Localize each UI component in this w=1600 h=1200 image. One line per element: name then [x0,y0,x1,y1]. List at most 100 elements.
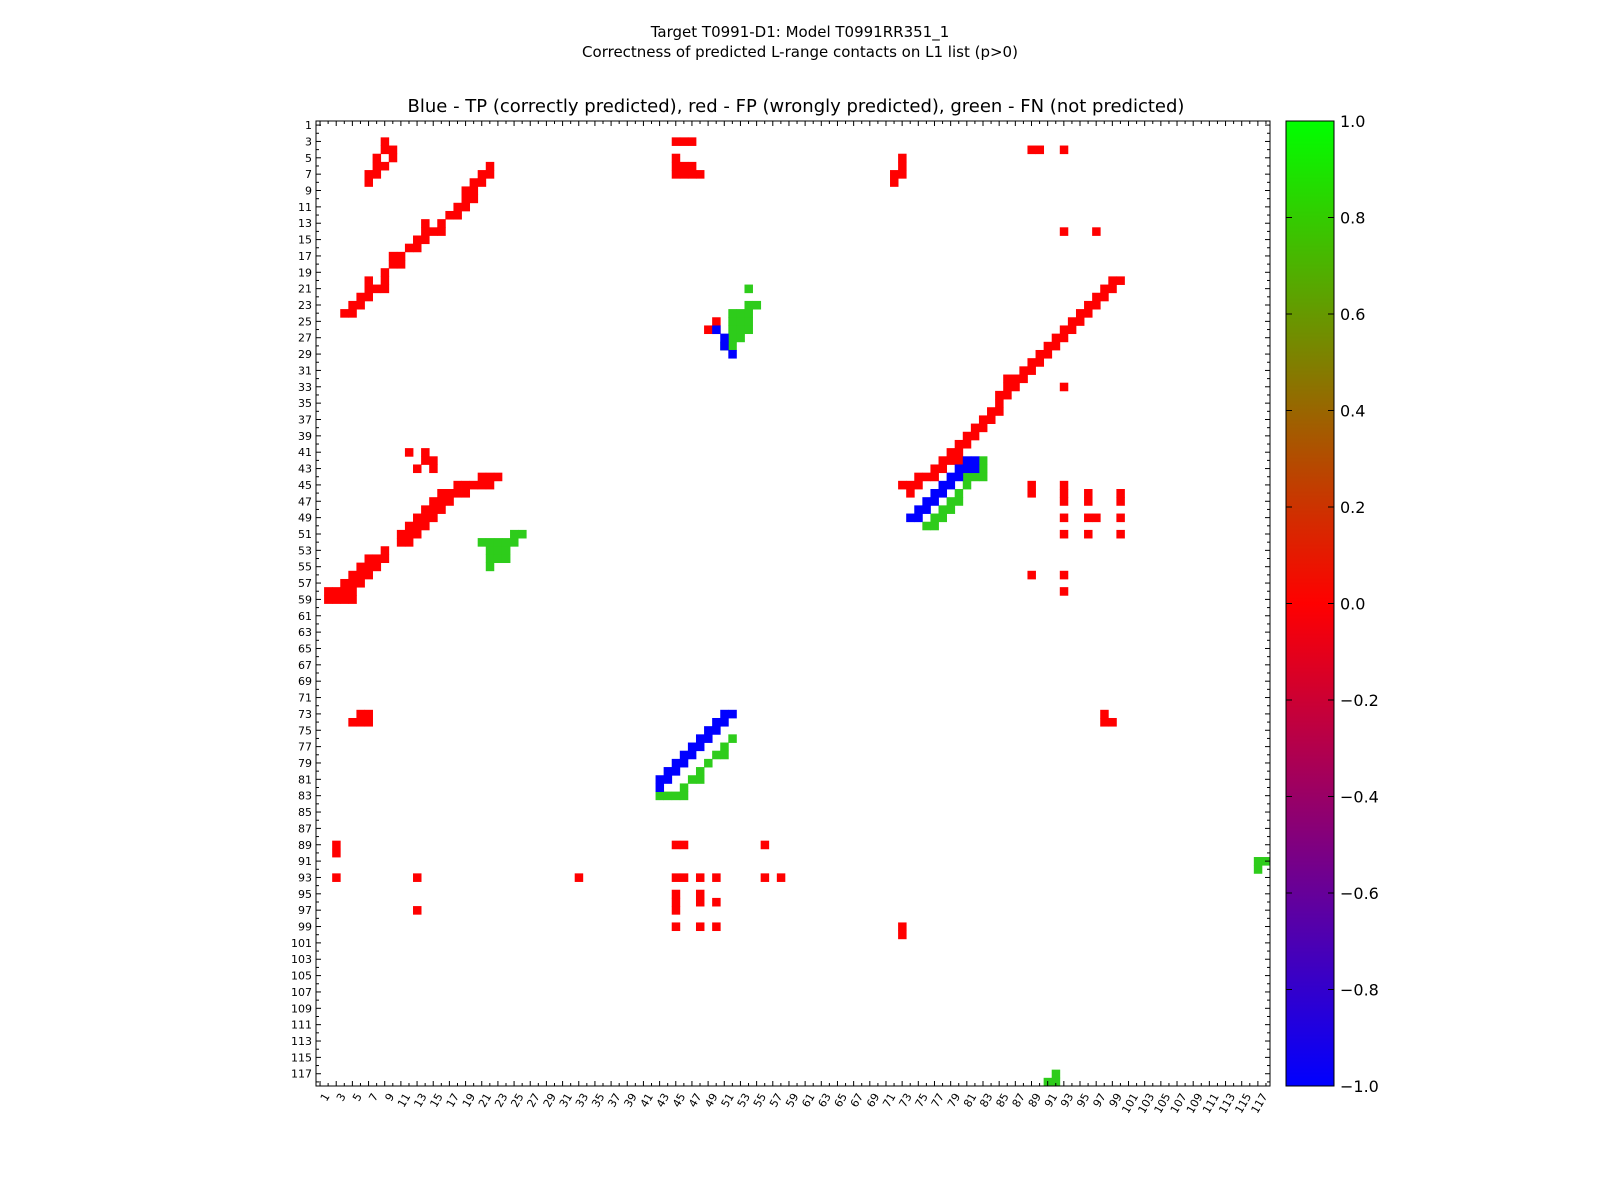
x-tick-label: 99 [1107,1091,1125,1110]
cell-fp [1003,374,1012,384]
cell-tp [906,513,915,523]
x-tick-label: 7 [366,1091,381,1104]
y-tick-label: 87 [298,822,312,835]
cell-fn [493,546,503,555]
x-tick-label: 27 [525,1091,543,1110]
cell-fp [485,480,495,490]
cell-tp [663,767,673,776]
cell-tp [671,758,681,768]
cell-fp [421,219,430,228]
y-tick-label: 73 [298,708,312,721]
cell-fp [477,472,487,482]
cell-fp [1116,497,1125,506]
cell-fp [348,578,357,588]
cell-fp [493,472,503,482]
cell-fp [1100,717,1109,727]
x-tick-label: 51 [719,1091,737,1110]
y-tick-label: 43 [298,463,312,476]
y-tick-label: 97 [298,904,312,917]
cell-fp [938,456,948,465]
x-tick-label: 65 [832,1091,850,1110]
y-tick-label: 85 [298,806,312,819]
x-tick-label: 31 [557,1091,575,1110]
cell-fp [332,595,341,604]
cell-fp [1116,276,1125,285]
colorbar-tick-label: −0.2 [1340,691,1379,710]
y-tick-label: 9 [305,185,312,198]
cell-fp [421,235,430,245]
cell-fp [906,489,915,498]
cell-fn [493,538,503,547]
cell-fp [461,489,471,498]
cell-fp [380,284,390,294]
cell-fp [348,587,357,596]
cell-fp [1059,227,1069,236]
cell-fp [712,873,721,882]
cell-fp [1059,382,1069,392]
x-tick-label: 41 [638,1091,656,1110]
cell-fp [1108,284,1117,294]
cell-fp [679,161,689,171]
cell-tp [712,717,721,727]
cell-fp [695,897,705,907]
y-tick-label: 59 [298,593,312,606]
cell-fp [372,170,382,179]
cell-tp [922,497,931,506]
cell-fp [760,873,770,882]
cell-fp [437,497,446,506]
y-tick-label: 29 [298,348,312,361]
cell-fp [898,153,907,163]
x-tick-label: 39 [622,1091,640,1110]
cell-fp [340,578,349,588]
cell-fp [695,170,705,179]
cell-fp [445,210,454,220]
cell-fp [671,922,681,932]
cell-fp [356,709,365,719]
cell-fp [437,227,446,236]
cell-fp [421,505,430,514]
cell-fp [356,300,365,310]
cell-fp [1092,292,1101,302]
cell-fn [1253,865,1263,874]
cell-fn [704,758,713,768]
cell-fp [1059,333,1069,343]
cell-fp [485,170,495,179]
cell-tp [704,734,713,743]
x-tick-label: 73 [896,1091,914,1110]
cell-fp [930,472,939,482]
cell-fp [1075,317,1085,326]
cell-fn [938,505,948,514]
cell-fp [388,153,398,163]
cell-fp [1092,227,1101,236]
cell-fp [356,717,365,727]
cell-fp [461,202,471,212]
x-tick-label: 17 [444,1091,462,1110]
cell-fp [704,325,713,335]
cell-fp [364,178,373,187]
cell-fn [510,538,519,547]
y-tick-label: 69 [298,675,312,688]
cell-fp [364,570,373,580]
x-tick-label: 23 [492,1091,510,1110]
cell-fp [364,554,373,564]
x-tick-label: 29 [541,1091,559,1110]
cell-fp [914,472,923,482]
cell-fp [1059,325,1069,335]
cell-tp [954,464,964,474]
cell-fn [1253,857,1263,866]
cell-fn [679,783,689,792]
cell-fp [413,906,422,915]
cell-fp [679,840,689,850]
cell-fn [485,546,495,555]
cell-fp [1067,325,1077,335]
y-tick-label: 65 [298,642,312,655]
cell-fp [348,717,357,727]
cell-fp [324,595,333,604]
cell-fp [1116,529,1125,539]
x-tick-label: 57 [767,1091,785,1110]
cell-fp [404,529,414,539]
cell-fp [1011,374,1020,384]
cell-fn [744,309,753,318]
cell-fp [1059,145,1069,155]
x-tick-label: 45 [670,1091,688,1110]
